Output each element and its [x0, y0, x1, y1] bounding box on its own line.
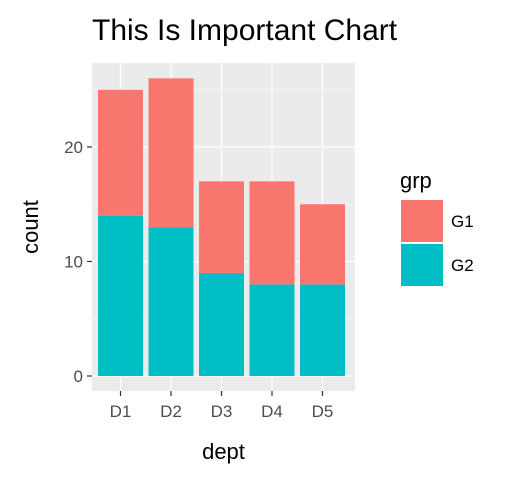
legend-label-G2: G2 [451, 256, 474, 275]
bar-G2-D1 [98, 215, 143, 376]
legend: grp G1 G2 [400, 168, 474, 286]
bar-G2-D4 [249, 284, 295, 376]
bar-G1-D1 [98, 89, 143, 216]
legend-key-G2 [401, 244, 443, 286]
x-tick-label: D1 [110, 402, 132, 421]
x-axis: D1 D2 D3 D4 D5 [110, 391, 334, 421]
x-tick-label: D5 [312, 402, 334, 421]
y-tick-label: 10 [64, 253, 83, 272]
legend-items: G1 G2 [401, 200, 474, 286]
x-tick-label: D4 [261, 402, 283, 421]
x-tick-label: D3 [211, 402, 233, 421]
y-tick-label: 0 [74, 367, 83, 386]
y-tick-label: 20 [64, 138, 83, 157]
legend-title: grp [400, 168, 432, 193]
bar-G1-D4 [249, 181, 295, 285]
legend-key-G1 [401, 200, 443, 242]
bar-G1-D3 [199, 181, 244, 273]
bar-G1-D5 [300, 204, 345, 285]
bar-G2-D2 [148, 227, 194, 376]
x-axis-title: dept [202, 439, 245, 464]
bars [98, 78, 345, 376]
bar-G2-D3 [199, 272, 244, 376]
y-axis: 0 10 20 [64, 138, 92, 386]
x-tick-label: D2 [160, 402, 182, 421]
bar-G1-D2 [148, 78, 194, 228]
chart-title: This Is Important Chart [92, 14, 398, 47]
bar-G2-D5 [300, 284, 345, 376]
y-axis-title: count [18, 200, 43, 254]
legend-label-G1: G1 [451, 212, 474, 231]
